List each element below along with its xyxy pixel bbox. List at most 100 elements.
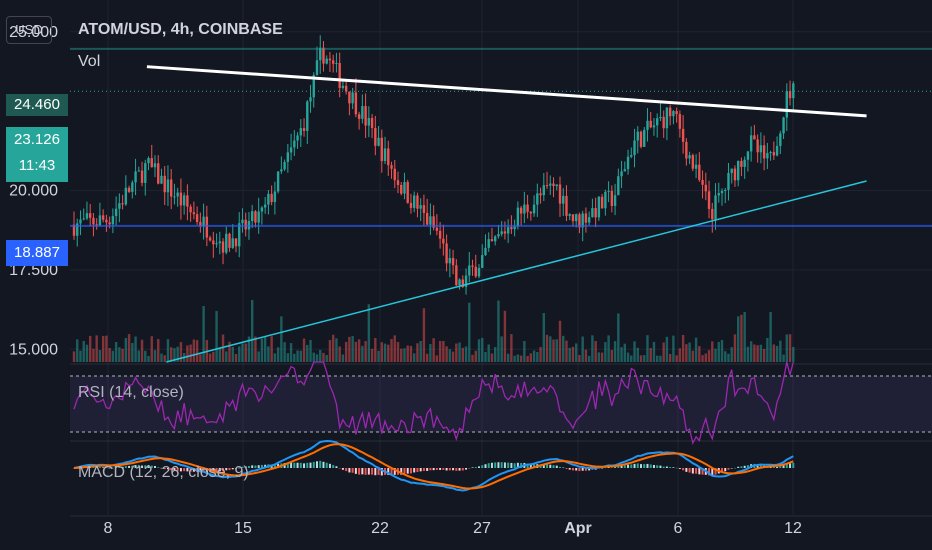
rsi-label[interactable]: RSI (14, close) (78, 384, 184, 401)
macd-histogram-bar (776, 466, 779, 468)
candle-body (189, 206, 192, 213)
volume-bar (600, 352, 604, 362)
volume-bar (714, 348, 717, 362)
candle-body (506, 227, 510, 234)
candle-body (377, 137, 380, 146)
macd-histogram-bar (746, 465, 749, 468)
macd-histogram-bar (121, 466, 124, 468)
macd-histogram-bar (348, 468, 351, 473)
macd-histogram-bar (471, 467, 474, 468)
volume-bar (753, 344, 756, 362)
trendlines[interactable] (146, 65, 867, 363)
price-tick-label: 25.000 (9, 24, 58, 41)
macd-histogram-bar (481, 465, 484, 468)
macd-histogram-bar (526, 463, 529, 468)
volume-bar (724, 351, 727, 362)
candle-body (740, 160, 743, 167)
volume-bar (419, 340, 422, 362)
volume-bar (461, 347, 464, 362)
candle-body (127, 187, 131, 192)
candle-body (92, 217, 95, 225)
macd-histogram-bar (102, 467, 105, 468)
volume-bar (257, 351, 260, 362)
macd-histogram-bar (400, 468, 403, 475)
volume-bar (416, 343, 419, 362)
macd-label[interactable]: MACD (12, 26, close, 9) (78, 464, 249, 481)
candle-body (400, 184, 403, 194)
macd-histogram-bar (95, 467, 98, 468)
volume-bar (400, 348, 403, 362)
volume-bar (779, 340, 782, 362)
candle-body (263, 204, 267, 208)
volume-bar (494, 347, 497, 362)
volume-bar (251, 299, 254, 362)
macd-histogram-bar (546, 464, 549, 468)
macd-histogram-bar (176, 468, 179, 471)
volume-bar (717, 341, 720, 362)
volume-bar (364, 341, 367, 362)
candle-body (202, 216, 205, 227)
volume-bar (633, 341, 636, 362)
volume-bar (406, 345, 409, 362)
candle-body (153, 163, 157, 168)
volume-bar (698, 346, 701, 362)
currency-selector[interactable]: USD (6, 16, 52, 44)
volume-bar (484, 352, 487, 362)
volume-bar (620, 347, 623, 362)
volume-bar (519, 355, 523, 362)
rsi-band (70, 376, 932, 432)
volume-bar (536, 352, 539, 362)
volume-bar (231, 346, 234, 362)
candle-body (487, 239, 490, 248)
candle-body (688, 155, 691, 159)
candle-body (464, 275, 468, 287)
candle-body (354, 92, 358, 115)
macd-histogram-bar (228, 468, 231, 471)
volume-bar (328, 339, 332, 362)
macd-histogram-bar (118, 466, 121, 468)
macd-histogram-bar (500, 462, 503, 468)
macd-histogram-bar (711, 468, 714, 476)
candle-body (82, 218, 85, 220)
macd-histogram-bar (458, 468, 461, 471)
candle-body (639, 131, 643, 147)
candle-body (613, 195, 617, 206)
volume-bar (157, 339, 160, 362)
macd-histogram-bar (134, 465, 137, 468)
macd-histogram-bar (215, 468, 218, 472)
candle-body (717, 193, 720, 196)
volume-bar (565, 340, 568, 362)
macd-histogram-bar (403, 468, 406, 474)
volume-bar (649, 348, 652, 362)
volume-bar (89, 335, 92, 362)
volume-bar (477, 339, 481, 362)
macd-histogram-bar (494, 462, 497, 468)
macd-histogram-bar (419, 468, 422, 472)
candle-body (390, 165, 393, 169)
candle-body (519, 207, 523, 214)
volume-bar (390, 339, 393, 362)
volume-bar (513, 355, 516, 362)
candle-body (513, 226, 516, 230)
candle-body (231, 238, 234, 248)
candle-body (218, 241, 221, 244)
volume-bar (575, 343, 578, 362)
candle-body (681, 128, 685, 142)
candle-body (89, 213, 92, 218)
candle-body (114, 208, 118, 217)
candle-body (134, 171, 137, 183)
volume-bar (105, 335, 108, 362)
macd-histogram-bar (682, 468, 685, 471)
volume-bar (613, 341, 617, 362)
candle-body (387, 148, 390, 166)
volume-bar (503, 310, 507, 362)
volume-bar (254, 336, 257, 362)
volume-bar (549, 336, 552, 362)
candle-body (367, 117, 371, 126)
candle-body (545, 185, 549, 187)
candle-body (730, 168, 733, 174)
macd-histogram-bar (714, 468, 717, 475)
candle-body (711, 208, 714, 220)
volume-bar (134, 336, 137, 362)
